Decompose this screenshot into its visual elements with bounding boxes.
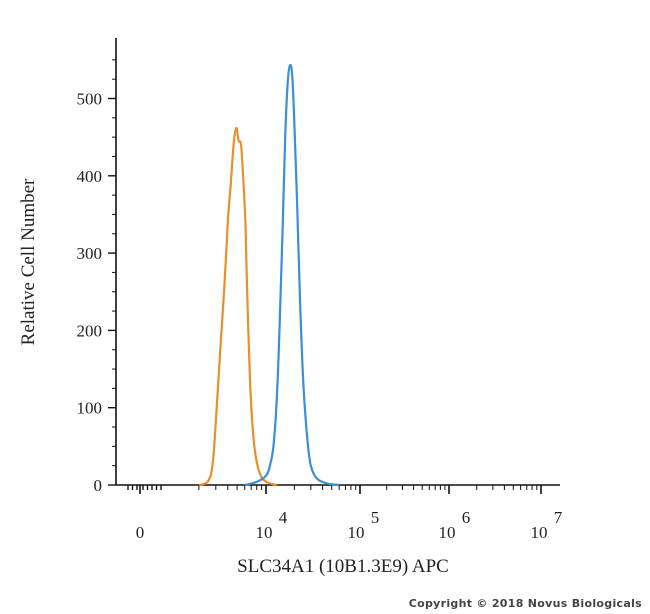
chart-axes (108, 38, 560, 494)
x-axis-title: SLC34A1 (10B1.3E9) APC (237, 556, 449, 577)
x-tick-label: 0 (136, 523, 145, 542)
chart-series (198, 63, 340, 487)
x-tick-label: 10 (348, 523, 365, 542)
x-tick-label: 10 (256, 523, 273, 542)
x-tick-exponent: 4 (279, 508, 288, 527)
y-tick-label: 400 (77, 167, 103, 186)
x-tick-exponent: 5 (371, 508, 380, 527)
histogram-series-orange (198, 126, 278, 487)
x-tick-label: 10 (439, 523, 456, 542)
y-tick-label: 300 (77, 244, 103, 263)
y-tick-label: 500 (77, 90, 103, 109)
y-axis-title: Relative Cell Number (18, 178, 39, 345)
copyright-notice: Copyright © 2018 Novus Biologicals (408, 597, 642, 610)
y-tick-label: 200 (77, 321, 103, 340)
y-tick-label: 0 (94, 476, 103, 495)
x-tick-exponent: 6 (462, 508, 471, 527)
chart-tick-labels: 0 100 200 300 400 500 0 10 4 10 5 10 6 10 7 (77, 90, 563, 543)
x-tick-exponent: 7 (554, 508, 563, 527)
histogram-series-blue (244, 63, 340, 487)
y-tick-label: 100 (77, 399, 103, 418)
x-tick-label: 10 (531, 523, 548, 542)
